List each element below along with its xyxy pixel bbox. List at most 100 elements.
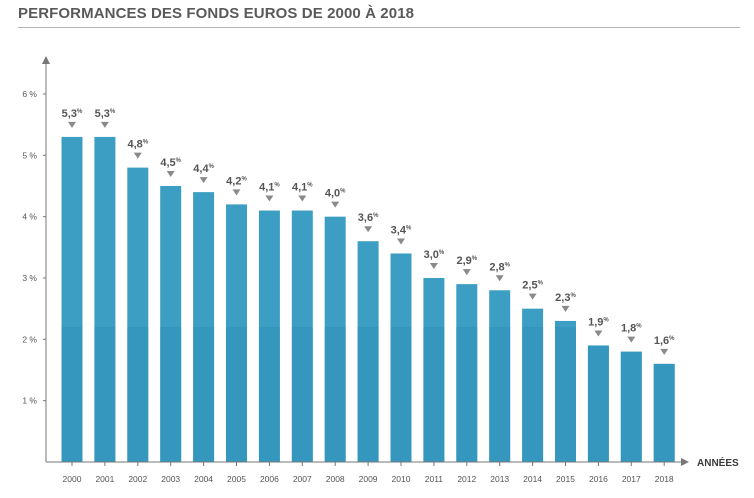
bar-shade [258,327,280,462]
bar [587,345,609,462]
bar [653,363,675,462]
x-tick-label: 2014 [523,474,542,484]
data-label-unit: % [472,256,478,262]
bar [324,216,346,462]
data-label: 4,1% [259,182,280,194]
data-label-unit: % [406,225,412,231]
y-axis-arrow-icon [42,56,50,64]
bar-marker-icon [232,189,241,196]
title-divider [18,27,740,28]
bar [390,253,412,462]
bar-shade [193,327,215,462]
x-tick-label: 2005 [227,474,246,484]
bar [522,308,544,462]
bar-marker-icon [68,121,76,128]
y-tick-label: 6 % [22,89,37,99]
bar-marker-icon [133,152,142,159]
y-tick-label: 5 % [22,150,37,160]
bar [620,351,642,462]
bar-shade [390,327,412,462]
y-tick-label: 3 % [22,273,37,283]
bar-marker-icon [298,195,307,202]
bar-marker-icon [397,238,405,245]
y-tick-label: 1 % [22,396,37,406]
bar-shade [160,327,182,462]
y-tick-label: 4 % [22,212,37,222]
data-label-unit: % [110,109,116,115]
data-label-unit: % [274,183,280,189]
x-tick-label: 2010 [392,474,411,484]
bar-marker-icon [199,177,208,184]
bar-shade [522,327,544,462]
data-label: 2,9% [456,255,477,267]
x-axis-title: ANNÉES [697,456,739,469]
data-label: 1,6% [654,335,675,347]
data-label-unit: % [439,250,445,256]
x-tick-label: 2007 [293,474,312,484]
data-label: 1,9% [588,316,609,328]
data-label: 3,4% [391,224,412,236]
x-tick-label: 2009 [359,474,378,484]
data-label-unit: % [636,324,642,330]
x-tick-label: 2006 [260,474,279,484]
bar [555,320,576,462]
bar [193,192,215,462]
bar-shade [324,327,346,462]
bar-shade [620,351,642,462]
bar [94,136,116,462]
data-label: 4,2% [226,175,247,187]
bar-marker-icon [561,305,570,312]
bar-marker-icon [528,293,537,300]
bar [226,204,247,462]
data-label: 2,8% [489,261,510,273]
bar-shade [489,327,511,462]
data-label-unit: % [340,189,346,195]
x-tick-label: 2015 [556,474,575,484]
x-tick-label: 2004 [194,474,213,484]
bar-marker-icon [594,330,603,337]
data-label: 4,4% [193,163,214,175]
x-tick-label: 2013 [490,474,509,484]
data-label: 4,8% [127,139,148,151]
bar [127,167,149,462]
bar-shade [61,327,83,462]
data-label: 5,3% [95,108,116,120]
bar-shade [94,327,116,462]
bar-marker-icon [331,201,340,208]
bar-shade [291,327,313,462]
data-label-unit: % [77,109,83,115]
bar [291,210,313,462]
bar-shade [127,327,149,462]
data-label: 4,5% [160,157,181,169]
x-tick-label: 2012 [457,474,476,484]
data-label: 2,5% [522,280,543,292]
bar [489,290,511,462]
bar-shade [653,363,675,462]
bar-marker-icon [627,336,636,343]
data-label: 5,3% [62,108,83,120]
x-tick-label: 2001 [95,474,114,484]
bar [258,210,280,462]
bar-shade [357,327,379,462]
data-label-unit: % [176,158,182,164]
bar [357,241,379,462]
bar-shade [456,327,478,462]
x-tick-label: 2008 [326,474,345,484]
bar [423,278,445,462]
x-tick-label: 2018 [655,474,674,484]
y-tick-label: 2 % [22,334,37,344]
data-label-unit: % [505,262,511,268]
x-tick-label: 2002 [128,474,147,484]
bar-marker-icon [265,195,274,202]
bar-marker-icon [462,269,471,276]
data-label: 4,0% [325,188,346,200]
bar-shade [587,345,609,462]
bar-marker-icon [100,121,109,128]
data-label-unit: % [373,213,379,219]
bar-marker-icon [429,263,438,269]
x-axis-arrow-icon [681,458,689,466]
data-label: 1,8% [621,323,642,335]
data-label-unit: % [209,164,215,170]
x-tick-label: 2016 [589,474,608,484]
bar-marker-icon [495,275,504,282]
